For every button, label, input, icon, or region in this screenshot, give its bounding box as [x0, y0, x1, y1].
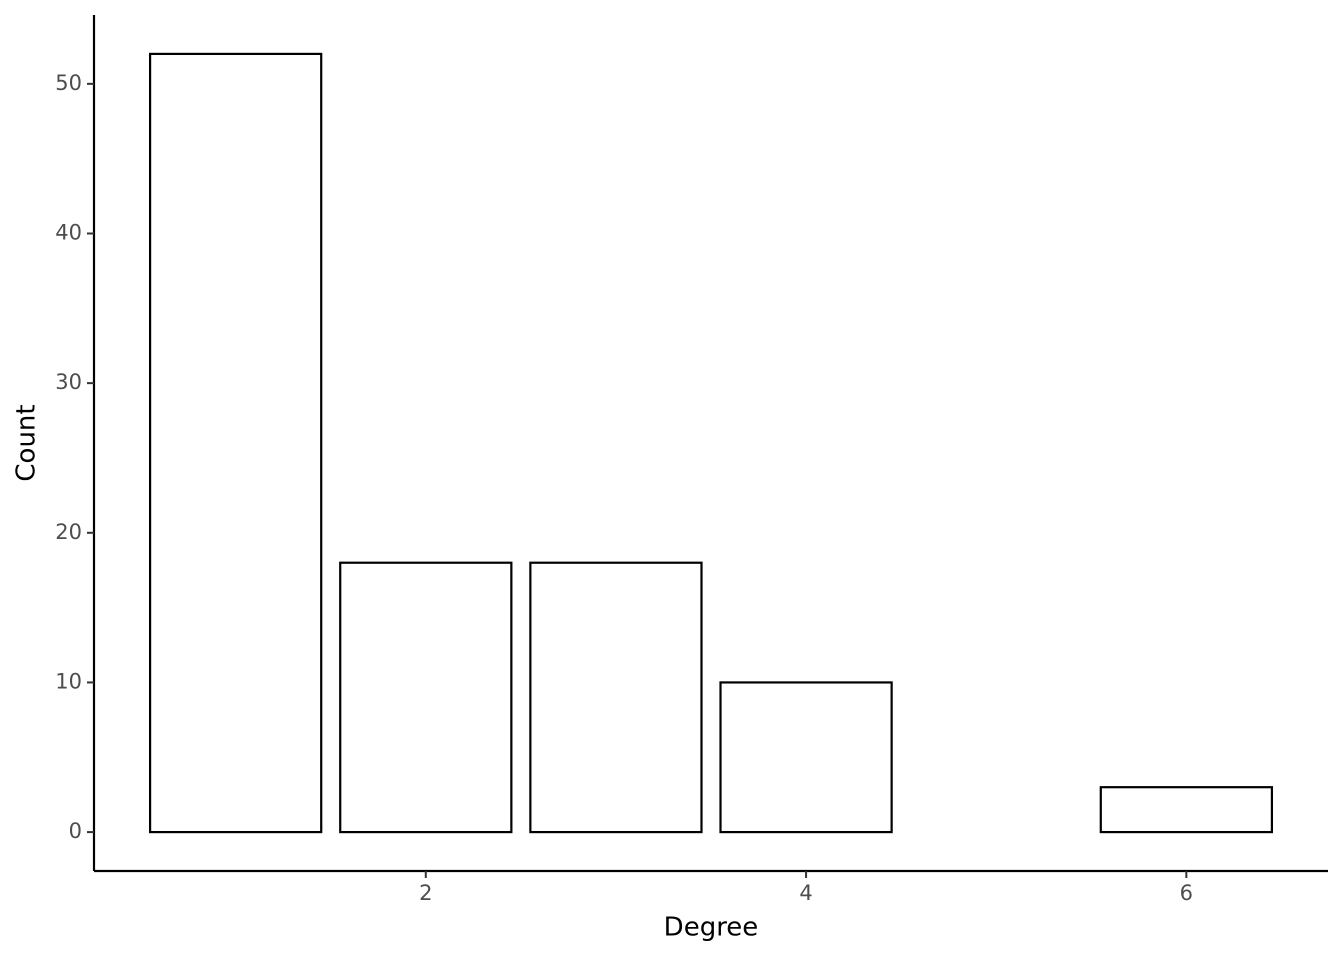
bar	[719, 681, 893, 834]
bar	[1099, 786, 1274, 834]
y-tick-label: 40	[55, 220, 82, 244]
y-tick-label: 20	[55, 520, 82, 544]
x-tick-label: 4	[799, 881, 812, 905]
y-axis-title: Count	[12, 404, 42, 481]
bar	[339, 561, 513, 834]
bar	[529, 561, 703, 834]
y-tick-label: 30	[55, 370, 82, 394]
y-tick-label: 50	[55, 71, 82, 95]
y-tick-label: 0	[69, 819, 82, 843]
y-tick-label: 10	[55, 669, 82, 693]
bar	[148, 52, 323, 834]
x-axis-title: Degree	[664, 913, 759, 943]
x-tick-label: 6	[1180, 881, 1193, 905]
x-tick-label: 2	[419, 881, 432, 905]
